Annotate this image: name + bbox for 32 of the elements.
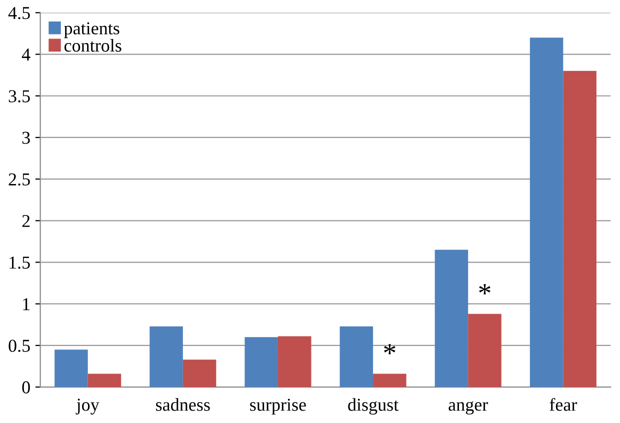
x-tick-label: disgust <box>348 398 399 415</box>
y-tick-label: 4 <box>22 48 30 61</box>
y-tick-label: 1.5 <box>10 256 30 269</box>
bar <box>373 374 406 388</box>
bar <box>468 314 502 388</box>
y-tick-label: 2 <box>22 214 30 227</box>
annotation: * <box>479 284 490 294</box>
y-tick-label: 1 <box>23 298 30 310</box>
annotation: * <box>384 344 396 354</box>
bar <box>150 326 183 388</box>
bar <box>88 374 122 388</box>
bar <box>54 350 88 388</box>
bar <box>340 326 374 388</box>
x-tick-label: joy <box>76 398 100 415</box>
y-tick-label: 4.5 <box>8 7 30 20</box>
x-tick-label: fear <box>550 398 578 411</box>
y-tick-label: 3.5 <box>8 90 30 102</box>
bar <box>434 250 468 388</box>
y-tick-label: 0 <box>22 381 30 394</box>
bar <box>278 336 312 388</box>
legend-label: controls <box>64 38 122 52</box>
legend-label: patients <box>64 22 120 38</box>
y-tick-label: 3 <box>22 132 30 144</box>
bar <box>244 337 278 388</box>
x-tick-label: surprise <box>250 398 306 415</box>
x-tick-label: sadness <box>156 398 210 411</box>
x-tick-label: anger <box>448 401 488 415</box>
bar <box>530 38 564 388</box>
y-tick-label: 2.5 <box>8 173 30 186</box>
bar <box>182 360 216 388</box>
bar <box>563 70 596 388</box>
y-tick-label: 0.5 <box>8 340 30 352</box>
